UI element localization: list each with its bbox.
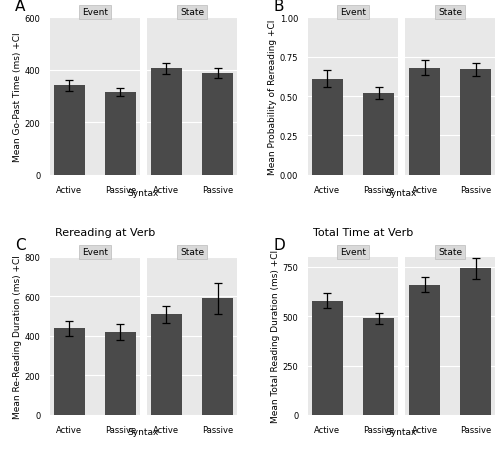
Text: Syntax: Syntax <box>386 428 417 437</box>
Bar <box>54 86 84 175</box>
Bar <box>460 269 491 415</box>
Bar <box>202 74 233 175</box>
Bar <box>409 285 440 415</box>
Text: A: A <box>15 0 26 14</box>
Text: Syntax: Syntax <box>128 428 159 437</box>
Bar <box>54 329 84 415</box>
Text: B: B <box>273 0 283 14</box>
Bar <box>460 70 491 175</box>
Text: Total Time at Verb: Total Time at Verb <box>313 227 414 237</box>
Text: D: D <box>273 238 285 253</box>
Title: State: State <box>180 248 204 257</box>
Y-axis label: Mean Total Reading Duration (ms) +CI: Mean Total Reading Duration (ms) +CI <box>270 250 280 423</box>
Text: Syntax: Syntax <box>386 188 417 197</box>
Y-axis label: Mean Probability of Rereading +CI: Mean Probability of Rereading +CI <box>268 19 277 174</box>
Title: Event: Event <box>340 8 366 17</box>
Bar <box>151 314 182 415</box>
Y-axis label: Mean Re-Reading Duration (ms) +CI: Mean Re-Reading Duration (ms) +CI <box>12 254 22 418</box>
Bar <box>409 69 440 175</box>
Title: Event: Event <box>340 248 366 257</box>
Bar <box>105 93 136 175</box>
Bar <box>105 333 136 415</box>
Bar <box>363 94 394 175</box>
Bar <box>312 79 343 175</box>
Bar <box>202 299 233 415</box>
Title: State: State <box>438 248 462 257</box>
Title: State: State <box>180 8 204 17</box>
Y-axis label: Mean Go-Past Time (ms) +CI: Mean Go-Past Time (ms) +CI <box>12 32 22 161</box>
Text: C: C <box>15 238 26 253</box>
Title: Event: Event <box>82 248 108 257</box>
Text: Syntax: Syntax <box>128 188 159 197</box>
Title: State: State <box>438 8 462 17</box>
Bar <box>312 301 343 415</box>
Title: Event: Event <box>82 8 108 17</box>
Bar <box>363 318 394 415</box>
Text: Rereading at Verb: Rereading at Verb <box>55 227 155 237</box>
Bar <box>151 69 182 175</box>
